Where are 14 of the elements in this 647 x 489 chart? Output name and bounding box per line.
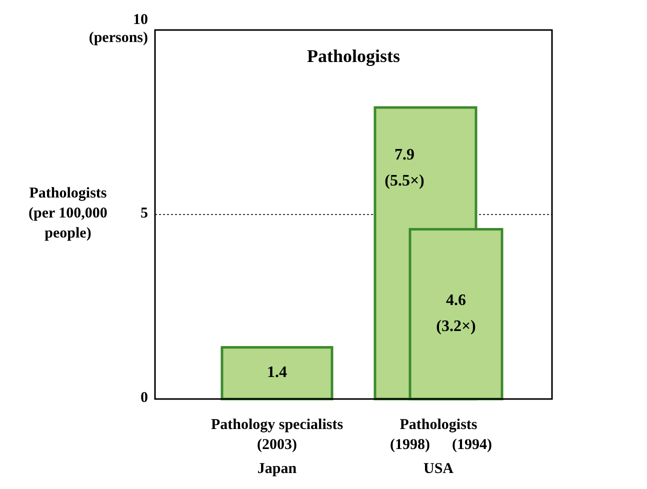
data-label: 7.9 (5.5×) (384, 146, 424, 190)
x-tick-label: (1994) (452, 437, 492, 454)
text: Pathologists (306, 46, 400, 66)
y-tick-label: 10 (persons) (88, 12, 148, 46)
x-tick-label: (1998) (390, 437, 430, 454)
data-label: 1.4 (267, 364, 287, 381)
data-label: 4.6 (3.2×) (436, 292, 476, 335)
x-tick-label: Pathology specialists (2003) (210, 417, 344, 454)
y-tick-label: 0 (140, 390, 148, 406)
text: USA (423, 461, 454, 478)
text: Pathologists (400, 417, 478, 434)
y-tick-label: 5 (140, 206, 148, 222)
y-axis-title: Pathologists (per 100,000 people) (28, 186, 108, 242)
text: Japan (257, 461, 298, 478)
